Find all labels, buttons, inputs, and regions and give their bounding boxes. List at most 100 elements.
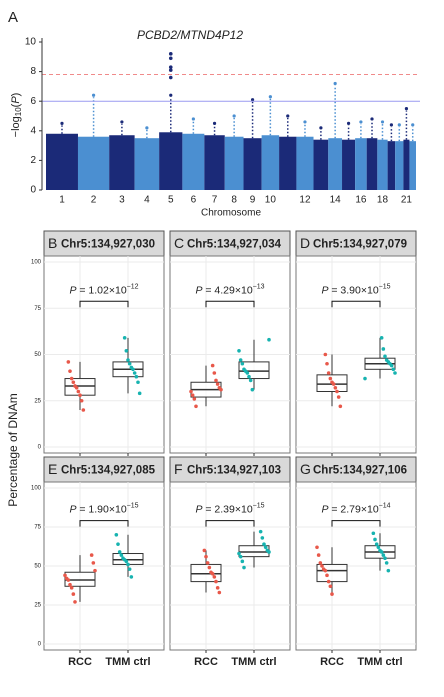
x-tick-label: 5: [168, 195, 174, 206]
chromosome-bulk: [109, 135, 135, 190]
data-point: [64, 576, 69, 581]
p-value-part: P: [195, 503, 202, 515]
data-point: [242, 565, 246, 570]
x-tick-label: 7: [212, 195, 218, 206]
panel-title: Chr5:134,927,103: [187, 465, 281, 477]
x-axis-label: Chromosome: [201, 208, 261, 219]
data-point: [333, 386, 338, 390]
chromosome-bulk: [403, 139, 410, 190]
x-tick-label: 10: [265, 195, 277, 206]
data-point: [376, 545, 381, 550]
y-tick-label: 6: [30, 96, 36, 107]
p-value-part: P: [69, 284, 76, 296]
data-point: [247, 374, 251, 379]
data-point: [124, 349, 129, 353]
x-tick-label: RCC: [194, 656, 218, 668]
strip: [295, 456, 417, 483]
y-axis-label: Percentage of DNAm: [6, 393, 20, 506]
data-point: [71, 380, 76, 385]
x-tick-label: 12: [299, 195, 311, 206]
p-value-part: = 3.90×10: [328, 284, 378, 296]
chromosome-bulk: [395, 141, 404, 190]
data-point: [378, 548, 382, 553]
data-point: [136, 380, 140, 385]
data-point: [127, 361, 132, 366]
panel-letter: B: [48, 235, 57, 251]
p-value-part: P: [321, 284, 328, 296]
data-point: [132, 371, 137, 375]
y-tick-label: 75: [34, 306, 41, 312]
data-point: [338, 404, 343, 409]
p-value-part: = 1.02×10: [76, 284, 126, 296]
p-value-part: P: [69, 503, 76, 515]
chromosome-bulk: [313, 139, 329, 190]
peak-point: [232, 114, 236, 118]
peak-point: [286, 114, 290, 118]
data-point: [134, 374, 139, 379]
data-point: [328, 376, 333, 381]
peak-point: [60, 121, 64, 125]
peak-point: [370, 117, 374, 121]
data-point: [76, 389, 81, 394]
data-point: [315, 545, 319, 550]
data-point: [217, 590, 222, 595]
y-tick-label: 0: [38, 642, 42, 648]
data-point: [237, 349, 241, 353]
y-tick-label: 10: [25, 37, 37, 48]
data-point: [71, 592, 76, 596]
data-point: [126, 358, 130, 362]
data-point: [189, 389, 193, 394]
data-point: [79, 398, 84, 403]
p-value-part: −15: [127, 502, 139, 509]
data-point: [250, 387, 255, 392]
peak-point: [303, 120, 307, 124]
y-tick-label: 4: [30, 125, 36, 136]
panel-letter: E: [48, 461, 57, 477]
data-point: [393, 371, 397, 375]
data-point: [391, 367, 396, 372]
data-point: [238, 358, 243, 362]
data-point: [379, 336, 384, 340]
data-point: [384, 561, 389, 565]
box: [64, 571, 96, 587]
y-tick-label: 50: [34, 352, 41, 358]
panel-title: Chr5:134,927,079: [313, 239, 407, 251]
chromosome-bulk: [296, 136, 314, 190]
p-value-part: = 1.90×10: [76, 503, 126, 515]
data-point: [204, 554, 208, 559]
data-point: [126, 562, 130, 567]
top-hit: [168, 68, 173, 72]
data-point: [325, 361, 329, 366]
data-point: [214, 579, 218, 584]
data-point: [121, 556, 125, 560]
x-tick-label: 18: [377, 195, 389, 206]
x-tick-label: 16: [355, 195, 367, 206]
chromosome-bulk: [261, 135, 280, 190]
chromosome-bulk: [366, 138, 378, 190]
data-point: [328, 584, 333, 589]
strip: [295, 230, 417, 257]
data-point: [263, 545, 268, 550]
top-hit: [168, 75, 173, 80]
data-point: [262, 542, 266, 546]
x-tick-label: RCC: [68, 656, 92, 668]
data-point: [68, 582, 72, 587]
data-point: [212, 575, 217, 579]
top-hit: [168, 56, 173, 61]
data-point: [129, 365, 134, 370]
chromosome-bulk: [387, 141, 396, 190]
data-point: [242, 367, 246, 372]
data-point: [192, 397, 197, 401]
data-point: [363, 376, 367, 381]
data-point: [371, 531, 376, 536]
data-point: [215, 382, 220, 386]
data-point: [374, 542, 379, 546]
peak-point: [212, 121, 217, 125]
data-point: [202, 548, 207, 553]
x-tick-label: 9: [250, 195, 256, 206]
bracket: [331, 520, 381, 527]
y-tick-label: 100: [31, 260, 42, 266]
x-tick-label: RCC: [320, 656, 344, 668]
p-value-part: = 2.39×10: [202, 503, 252, 515]
